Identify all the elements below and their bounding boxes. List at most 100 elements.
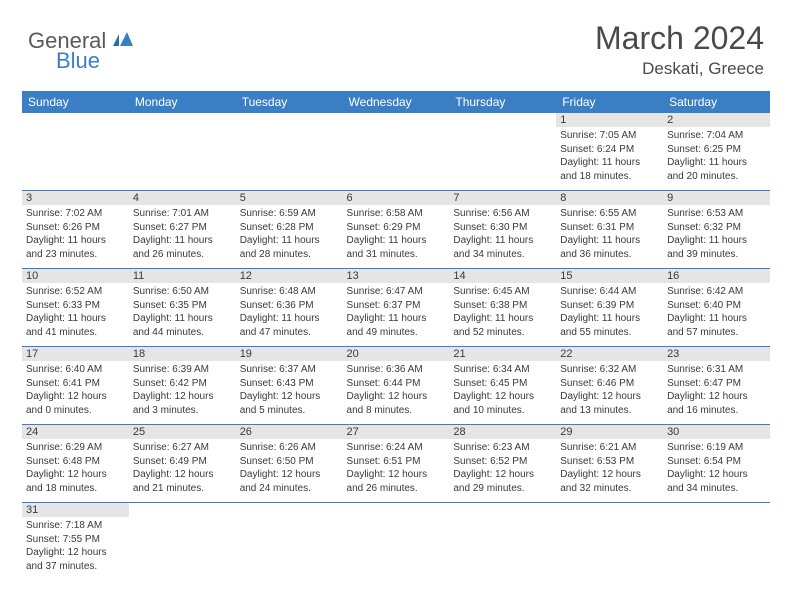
day-detail: Sunset: 6:52 PM: [453, 455, 552, 469]
title-block: March 2024 Deskati, Greece: [595, 20, 764, 79]
day-detail: and 32 minutes.: [560, 482, 659, 496]
day-detail: Sunrise: 6:42 AM: [667, 285, 766, 299]
day-detail: Daylight: 12 hours: [240, 390, 339, 404]
day-detail: Daylight: 11 hours: [347, 234, 446, 248]
day-detail: Daylight: 11 hours: [26, 312, 125, 326]
day-detail: Sunset: 6:33 PM: [26, 299, 125, 313]
calendar-cell: [663, 503, 770, 581]
day-number: 3: [22, 191, 129, 205]
day-detail: Sunset: 6:47 PM: [667, 377, 766, 391]
day-4: 4Sunrise: 7:01 AMSunset: 6:27 PMDaylight…: [129, 191, 236, 269]
day-28: 28Sunrise: 6:23 AMSunset: 6:52 PMDayligh…: [449, 425, 556, 503]
day-number: 16: [663, 269, 770, 283]
day-13: 13Sunrise: 6:47 AMSunset: 6:37 PMDayligh…: [343, 269, 450, 347]
calendar-week: 31Sunrise: 7:18 AMSunset: 7:55 PMDayligh…: [22, 503, 770, 581]
day-number: 8: [556, 191, 663, 205]
day-detail: Sunrise: 7:18 AM: [26, 519, 125, 533]
day-number: 7: [449, 191, 556, 205]
day-detail: Daylight: 11 hours: [667, 156, 766, 170]
day-15: 15Sunrise: 6:44 AMSunset: 6:39 PMDayligh…: [556, 269, 663, 347]
day-number: 15: [556, 269, 663, 283]
day-8: 8Sunrise: 6:55 AMSunset: 6:31 PMDaylight…: [556, 191, 663, 269]
calendar-cell: 20Sunrise: 6:36 AMSunset: 6:44 PMDayligh…: [343, 347, 450, 425]
calendar-week: 17Sunrise: 6:40 AMSunset: 6:41 PMDayligh…: [22, 347, 770, 425]
day-detail: and 34 minutes.: [453, 248, 552, 262]
calendar-cell: 25Sunrise: 6:27 AMSunset: 6:49 PMDayligh…: [129, 425, 236, 503]
calendar-cell: 15Sunrise: 6:44 AMSunset: 6:39 PMDayligh…: [556, 269, 663, 347]
calendar-cell: 7Sunrise: 6:56 AMSunset: 6:30 PMDaylight…: [449, 191, 556, 269]
calendar-cell: 8Sunrise: 6:55 AMSunset: 6:31 PMDaylight…: [556, 191, 663, 269]
day-detail: Sunset: 6:32 PM: [667, 221, 766, 235]
calendar-cell: 5Sunrise: 6:59 AMSunset: 6:28 PMDaylight…: [236, 191, 343, 269]
day-detail: Daylight: 12 hours: [240, 468, 339, 482]
day-detail: and 24 minutes.: [240, 482, 339, 496]
dayname-thursday: Thursday: [449, 91, 556, 113]
day-detail: and 20 minutes.: [667, 170, 766, 184]
calendar-cell: 6Sunrise: 6:58 AMSunset: 6:29 PMDaylight…: [343, 191, 450, 269]
calendar-cell: [22, 113, 129, 191]
day-detail: Sunset: 6:30 PM: [453, 221, 552, 235]
calendar-cell: 16Sunrise: 6:42 AMSunset: 6:40 PMDayligh…: [663, 269, 770, 347]
day-detail: Sunset: 6:42 PM: [133, 377, 232, 391]
day-detail: Sunset: 7:55 PM: [26, 533, 125, 547]
day-detail: and 3 minutes.: [133, 404, 232, 418]
day-detail: Daylight: 12 hours: [347, 468, 446, 482]
day-11: 11Sunrise: 6:50 AMSunset: 6:35 PMDayligh…: [129, 269, 236, 347]
day-detail: Daylight: 11 hours: [26, 234, 125, 248]
day-detail: and 29 minutes.: [453, 482, 552, 496]
day-number: 20: [343, 347, 450, 361]
day-detail: Daylight: 12 hours: [667, 468, 766, 482]
day-detail: Sunrise: 6:27 AM: [133, 441, 232, 455]
calendar-cell: 3Sunrise: 7:02 AMSunset: 6:26 PMDaylight…: [22, 191, 129, 269]
day-detail: and 36 minutes.: [560, 248, 659, 262]
day-detail: and 16 minutes.: [667, 404, 766, 418]
day-detail: Sunrise: 6:53 AM: [667, 207, 766, 221]
calendar-cell: 9Sunrise: 6:53 AMSunset: 6:32 PMDaylight…: [663, 191, 770, 269]
day-3: 3Sunrise: 7:02 AMSunset: 6:26 PMDaylight…: [22, 191, 129, 269]
day-detail: Sunset: 6:29 PM: [347, 221, 446, 235]
day-detail: Sunset: 6:53 PM: [560, 455, 659, 469]
day-detail: Sunset: 6:25 PM: [667, 143, 766, 157]
dayname-wednesday: Wednesday: [343, 91, 450, 113]
day-number: 10: [22, 269, 129, 283]
day-16: 16Sunrise: 6:42 AMSunset: 6:40 PMDayligh…: [663, 269, 770, 347]
logo: General Blue: [28, 28, 135, 74]
day-number: 11: [129, 269, 236, 283]
day-detail: Sunset: 6:44 PM: [347, 377, 446, 391]
day-detail: Sunset: 6:43 PM: [240, 377, 339, 391]
calendar-cell: 27Sunrise: 6:24 AMSunset: 6:51 PMDayligh…: [343, 425, 450, 503]
day-detail: and 28 minutes.: [240, 248, 339, 262]
day-detail: Sunrise: 7:05 AM: [560, 129, 659, 143]
day-detail: and 44 minutes.: [133, 326, 232, 340]
calendar-cell: 11Sunrise: 6:50 AMSunset: 6:35 PMDayligh…: [129, 269, 236, 347]
day-number: 4: [129, 191, 236, 205]
calendar-cell: [343, 503, 450, 581]
day-detail: Daylight: 11 hours: [240, 234, 339, 248]
day-detail: and 26 minutes.: [347, 482, 446, 496]
calendar-cell: 29Sunrise: 6:21 AMSunset: 6:53 PMDayligh…: [556, 425, 663, 503]
day-number: 22: [556, 347, 663, 361]
day-30: 30Sunrise: 6:19 AMSunset: 6:54 PMDayligh…: [663, 425, 770, 503]
calendar-head: SundayMondayTuesdayWednesdayThursdayFrid…: [22, 91, 770, 113]
day-14: 14Sunrise: 6:45 AMSunset: 6:38 PMDayligh…: [449, 269, 556, 347]
calendar-week: 1Sunrise: 7:05 AMSunset: 6:24 PMDaylight…: [22, 113, 770, 191]
calendar-table: SundayMondayTuesdayWednesdayThursdayFrid…: [22, 91, 770, 581]
day-detail: and 41 minutes.: [26, 326, 125, 340]
day-22: 22Sunrise: 6:32 AMSunset: 6:46 PMDayligh…: [556, 347, 663, 425]
day-detail: Sunset: 6:31 PM: [560, 221, 659, 235]
day-detail: Daylight: 11 hours: [667, 312, 766, 326]
day-number: 9: [663, 191, 770, 205]
day-detail: Sunrise: 6:47 AM: [347, 285, 446, 299]
day-detail: Daylight: 11 hours: [560, 234, 659, 248]
day-detail: Daylight: 12 hours: [133, 468, 232, 482]
calendar-cell: 2Sunrise: 7:04 AMSunset: 6:25 PMDaylight…: [663, 113, 770, 191]
calendar-week: 3Sunrise: 7:02 AMSunset: 6:26 PMDaylight…: [22, 191, 770, 269]
calendar-cell: 30Sunrise: 6:19 AMSunset: 6:54 PMDayligh…: [663, 425, 770, 503]
day-detail: Sunrise: 6:31 AM: [667, 363, 766, 377]
day-detail: and 37 minutes.: [26, 560, 125, 574]
day-detail: Daylight: 11 hours: [133, 312, 232, 326]
day-5: 5Sunrise: 6:59 AMSunset: 6:28 PMDaylight…: [236, 191, 343, 269]
calendar-cell: [129, 113, 236, 191]
day-detail: Daylight: 11 hours: [453, 234, 552, 248]
calendar-cell: 17Sunrise: 6:40 AMSunset: 6:41 PMDayligh…: [22, 347, 129, 425]
